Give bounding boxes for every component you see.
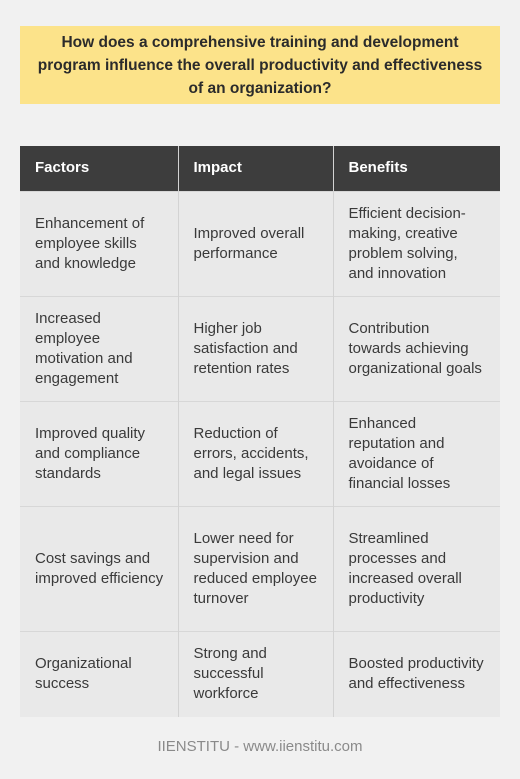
header-impact: Impact <box>177 146 333 191</box>
cell-impact: Reduction of errors, accidents, and lega… <box>177 400 333 506</box>
table-header-row: Factors Impact Benefits <box>20 146 500 191</box>
table-row: Increased employee motivation and engage… <box>20 295 500 401</box>
question-text: How does a comprehensive training and de… <box>37 33 483 97</box>
cell-benefit: Efficient decision-making, creative prob… <box>332 190 500 296</box>
question-banner: How does a comprehensive training and de… <box>20 26 500 104</box>
header-factors: Factors <box>20 146 178 191</box>
cell-benefit: Enhanced reputation and avoidance of fin… <box>332 400 500 506</box>
cell-factor: Organizational success <box>20 630 178 717</box>
cell-benefit: Boosted productivity and effectiveness <box>332 630 500 717</box>
header-benefits: Benefits <box>332 146 500 191</box>
cell-benefit: Streamlined processes and increased over… <box>332 505 500 631</box>
cell-factor: Enhancement of employee skills and knowl… <box>20 190 178 296</box>
cell-impact: Higher job satisfaction and retention ra… <box>177 295 333 401</box>
table-row: Organizational success Strong and succes… <box>20 630 500 717</box>
cell-benefit: Contribution towards achieving organizat… <box>332 295 500 401</box>
factors-table: Factors Impact Benefits Enhancement of e… <box>20 146 500 717</box>
cell-factor: Improved quality and compliance standard… <box>20 400 178 506</box>
cell-factor: Increased employee motivation and engage… <box>20 295 178 401</box>
cell-impact: Lower need for supervision and reduced e… <box>177 505 333 631</box>
table-row: Improved quality and compliance standard… <box>20 400 500 506</box>
cell-impact: Improved overall performance <box>177 190 333 296</box>
table-row: Cost savings and improved efficiency Low… <box>20 505 500 631</box>
table-row: Enhancement of employee skills and knowl… <box>20 190 500 296</box>
cell-factor: Cost savings and improved efficiency <box>20 505 178 631</box>
cell-impact: Strong and successful workforce <box>177 630 333 717</box>
footer-credit: IIENSTITU - www.iienstitu.com <box>157 738 363 755</box>
